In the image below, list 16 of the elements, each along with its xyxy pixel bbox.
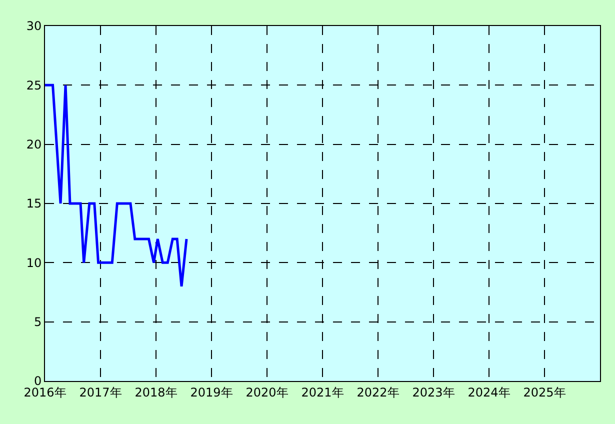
x-tick-label: 2019年 xyxy=(190,385,233,400)
y-tick-label: 30 xyxy=(26,19,42,34)
x-tick-label: 2020年 xyxy=(246,385,288,400)
x-tick-label: 2018年 xyxy=(134,385,178,400)
y-tick-label: 10 xyxy=(26,256,42,270)
line-series xyxy=(45,84,188,288)
x-tick-label: 2021年 xyxy=(301,385,344,400)
x-tick-label: 2024年 xyxy=(468,385,510,400)
x-tick-label: 2022年 xyxy=(356,385,400,400)
x-tick-label: 2017年 xyxy=(79,385,122,400)
y-tick-label: 25 xyxy=(26,78,42,92)
y-tick-label: 15 xyxy=(26,196,42,211)
x-tick-label: 2025年 xyxy=(523,385,566,400)
y-tick-label: 20 xyxy=(26,138,42,152)
x-tick-label: 2023年 xyxy=(412,385,455,400)
y-tick-label: 5 xyxy=(34,315,42,330)
